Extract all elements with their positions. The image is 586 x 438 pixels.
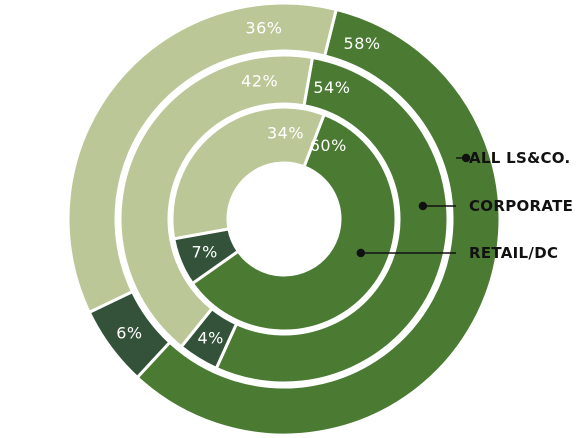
all-lsco-light-slice-label: 36%: [245, 19, 282, 38]
retail-dc-ring-label: RETAIL/DC: [469, 244, 558, 262]
all-lsco-main-slice-label: 58%: [344, 34, 381, 53]
retail-dc-main-slice-label: 60%: [310, 136, 347, 155]
retail-dc-light-slice: [170, 105, 327, 241]
all-lsco-ring-label: ALL LS&CO.: [469, 149, 571, 167]
all-lsco-dark-slice-label: 6%: [116, 323, 142, 342]
retail-dc-light-slice-label: 34%: [267, 124, 304, 143]
corporate-dark-slice-label: 4%: [197, 329, 223, 348]
corporate-main-slice: [214, 55, 450, 385]
corporate-light-slice-label: 42%: [241, 72, 278, 91]
corporate-ring-label: CORPORATE: [469, 197, 573, 215]
donut-slices: [66, 1, 502, 437]
donut-slice-labels: 58% 6% 36% 54% 4% 42% 60% 7% 34%: [116, 19, 380, 348]
corporate-light-slice: [118, 53, 315, 349]
all-lsco-main-slice: [135, 7, 502, 437]
retail-dc-main-slice: [190, 112, 398, 333]
retail-dc-dark-slice-label: 7%: [191, 243, 217, 262]
all-lsco-light-slice: [66, 1, 339, 315]
corporate-main-slice-label: 54%: [313, 78, 350, 97]
ring-callouts: ALL LS&CO. CORPORATE RETAIL/DC: [356, 149, 573, 262]
